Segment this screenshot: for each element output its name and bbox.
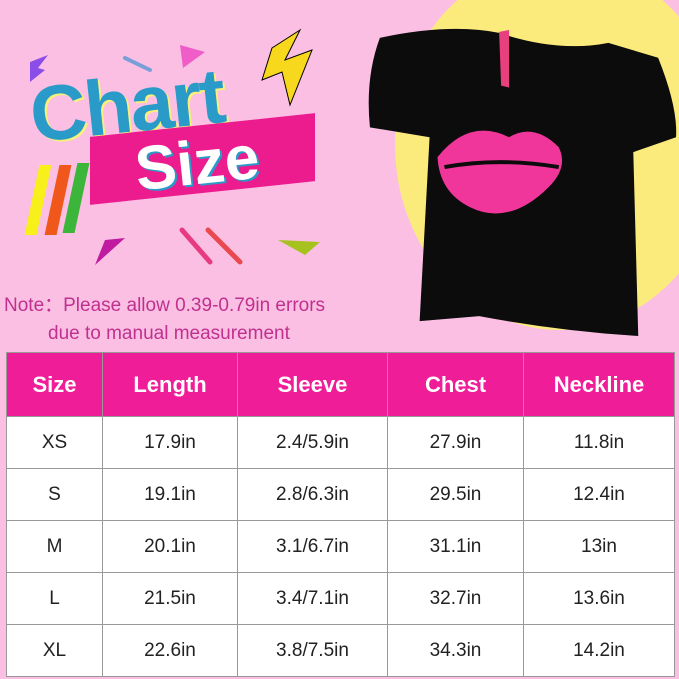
cell-size: M: [6, 520, 103, 573]
cell-length: 17.9in: [102, 416, 238, 469]
table-row: M 20.1in 3.1/6.7in 31.1in 13in: [6, 520, 675, 573]
title-size: Size: [131, 122, 263, 205]
cell-length: 19.1in: [102, 468, 238, 521]
cell-chest: 31.1in: [387, 520, 524, 573]
cell-neckline: 13.6in: [523, 572, 675, 625]
header-size: Size: [6, 352, 103, 417]
cell-chest: 32.7in: [387, 572, 524, 625]
cell-sleeve: 3.1/6.7in: [237, 520, 388, 573]
table-row: L 21.5in 3.4/7.1in 32.7in 13.6in: [6, 572, 675, 625]
table-row: XL 22.6in 3.8/7.5in 34.3in 14.2in: [6, 624, 675, 677]
cell-size: XS: [6, 416, 103, 469]
cell-neckline: 13in: [523, 520, 675, 573]
header-length: Length: [102, 352, 238, 417]
cell-sleeve: 3.4/7.1in: [237, 572, 388, 625]
header-sleeve: Sleeve: [237, 352, 388, 417]
cell-chest: 29.5in: [387, 468, 524, 521]
cell-neckline: 14.2in: [523, 624, 675, 677]
table-header-row: Size Length Sleeve Chest Neckline: [6, 352, 675, 417]
cell-size: S: [6, 468, 103, 521]
table-row: XS 17.9in 2.4/5.9in 27.9in 11.8in: [6, 416, 675, 469]
size-table: Size Length Sleeve Chest Neckline XS 17.9…: [6, 352, 675, 677]
cell-length: 21.5in: [102, 572, 238, 625]
cell-length: 20.1in: [102, 520, 238, 573]
size-chart-logo: Chart Size: [0, 0, 340, 280]
cell-chest: 34.3in: [387, 624, 524, 677]
cell-chest: 27.9in: [387, 416, 524, 469]
cell-size: XL: [6, 624, 103, 677]
note-line-2: due to manual measurement: [48, 323, 290, 344]
confetti-decorations: [30, 28, 320, 265]
cell-length: 22.6in: [102, 624, 238, 677]
header-neckline: Neckline: [523, 352, 675, 417]
measurement-note: Note：Please allow 0.39-0.79in errors due…: [4, 292, 325, 348]
note-line-1: Note：Please allow 0.39-0.79in errors: [4, 295, 326, 316]
table-row: S 19.1in 2.8/6.3in 29.5in 12.4in: [6, 468, 675, 521]
cell-neckline: 12.4in: [523, 468, 675, 521]
cell-neckline: 11.8in: [523, 416, 675, 469]
header-chest: Chest: [387, 352, 524, 417]
cell-size: L: [6, 572, 103, 625]
cell-sleeve: 2.4/5.9in: [237, 416, 388, 469]
black-tshirt-lips-image: [368, 28, 677, 336]
cell-sleeve: 3.8/7.5in: [237, 624, 388, 677]
cell-sleeve: 2.8/6.3in: [237, 468, 388, 521]
